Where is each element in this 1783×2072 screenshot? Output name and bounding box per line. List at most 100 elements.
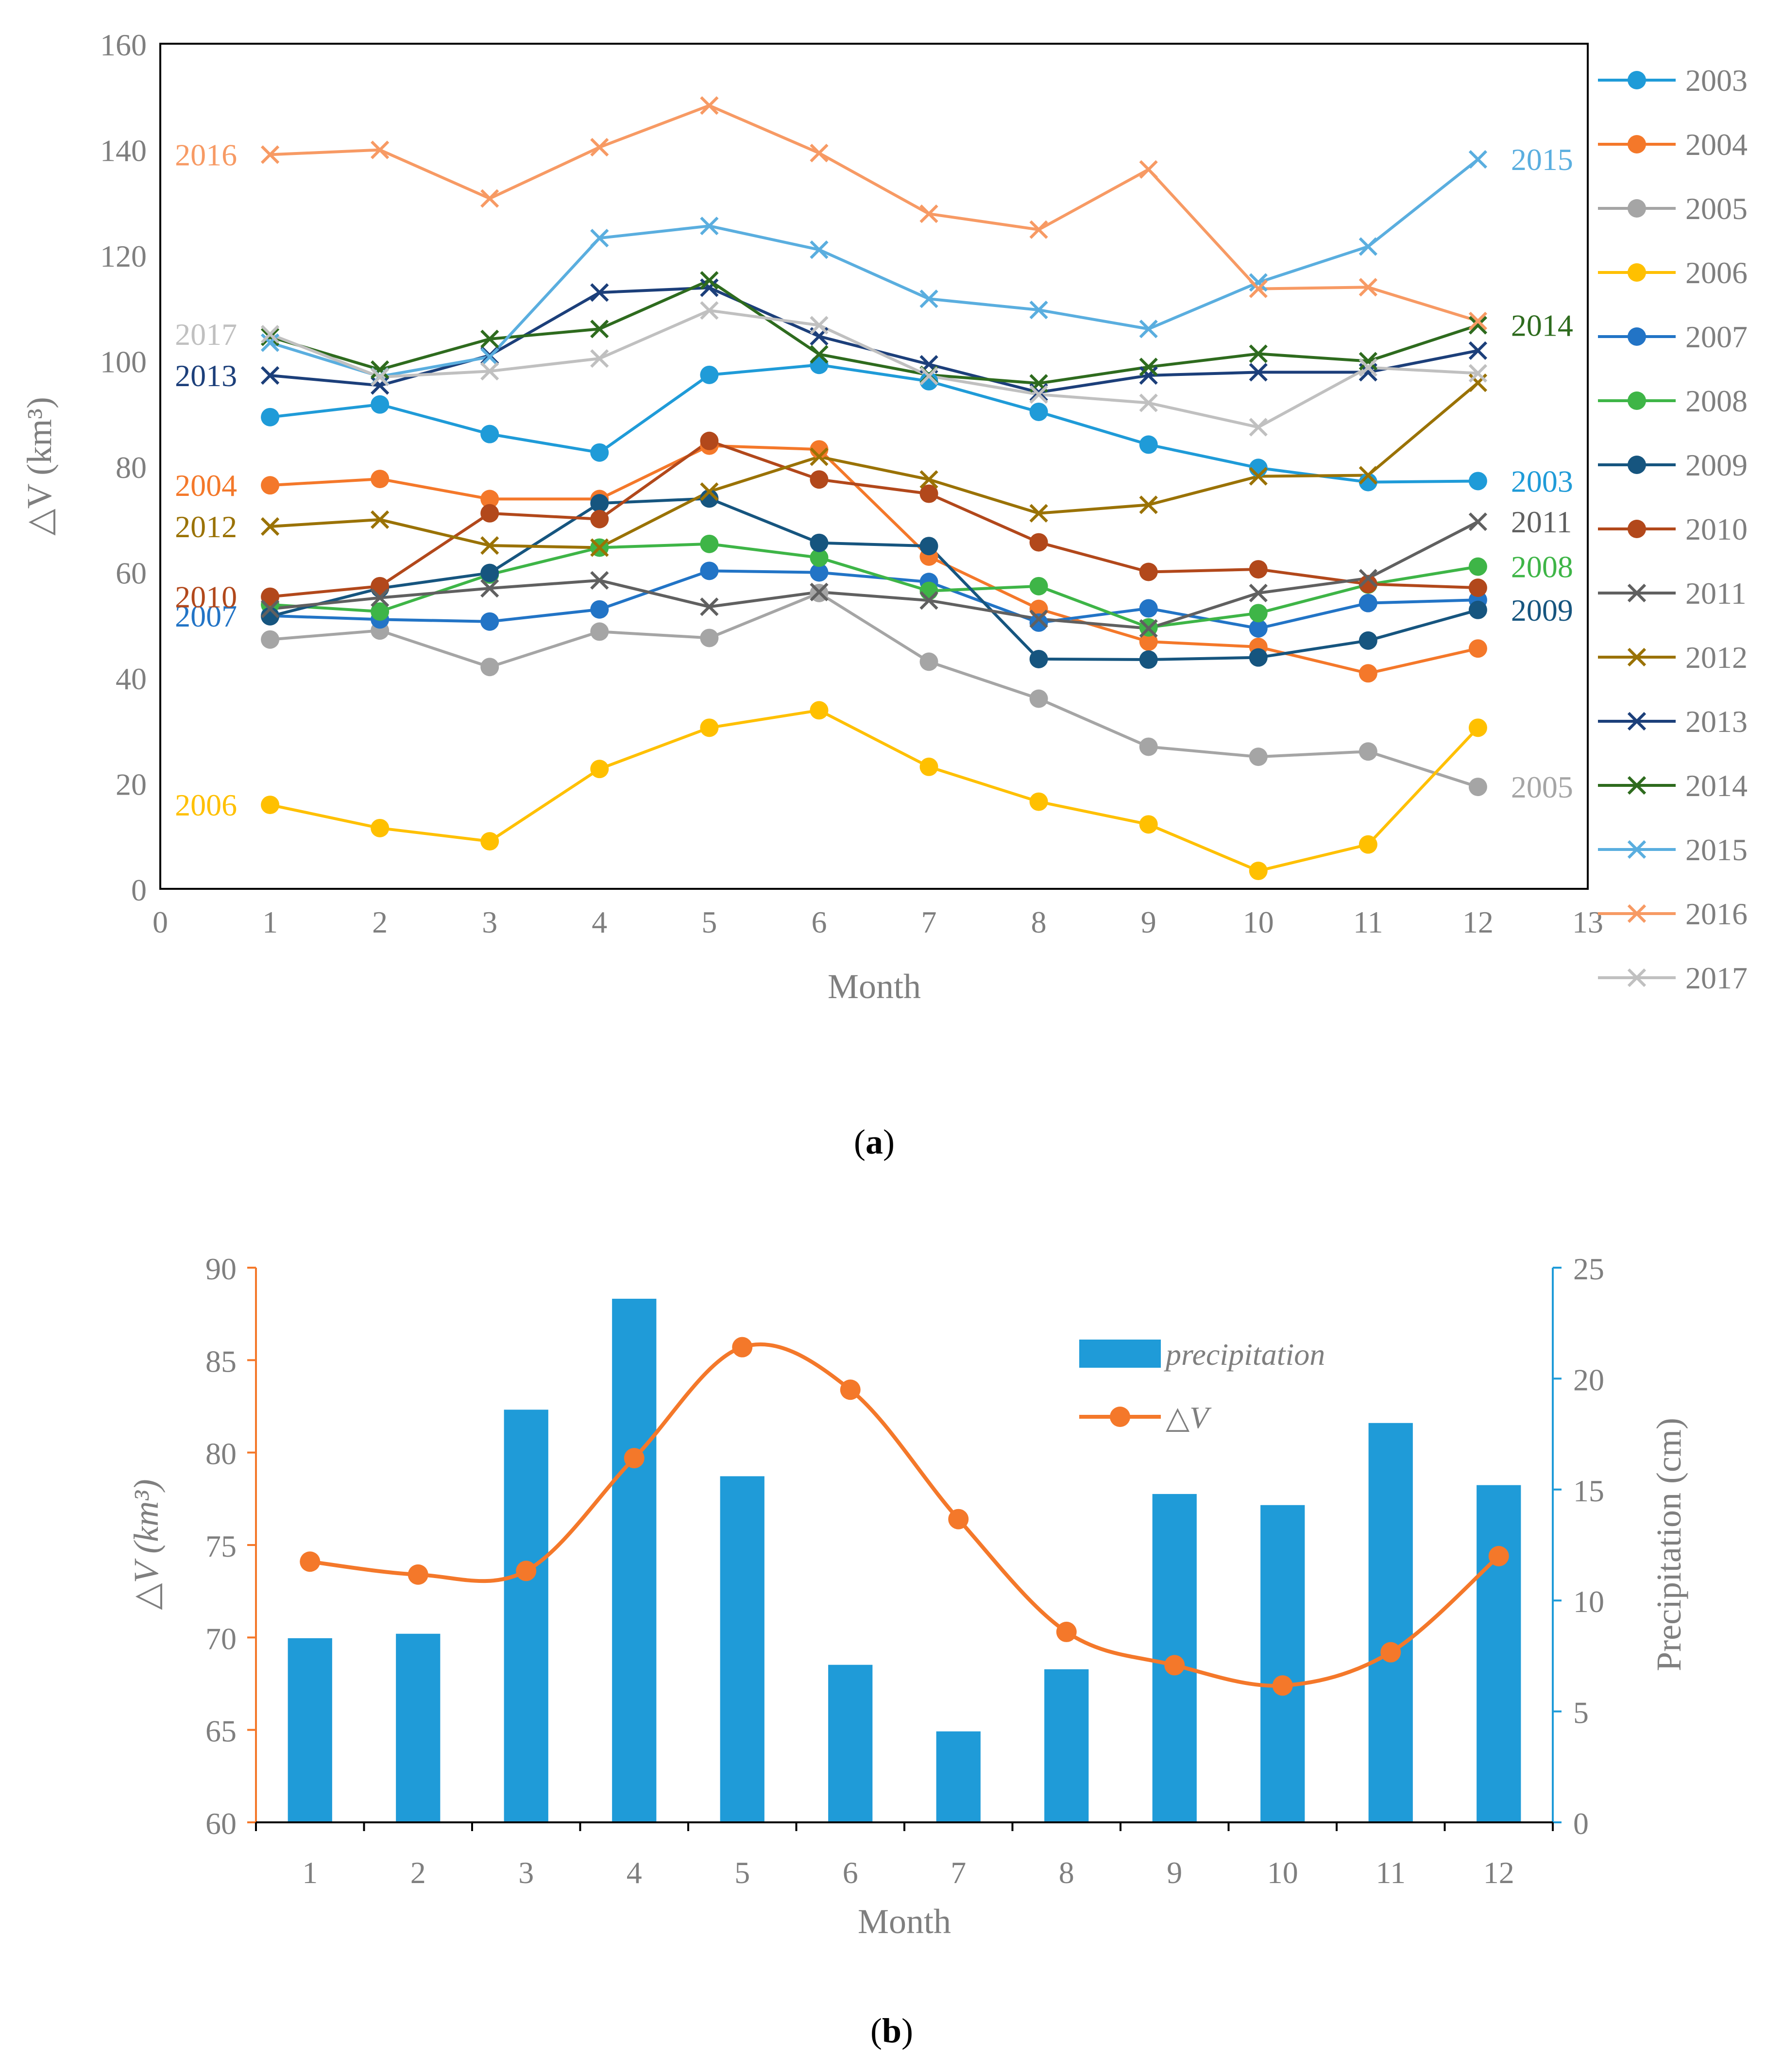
data-point-2017 [919,366,938,386]
series-label-2003: 2003 [1511,464,1573,498]
series-line-2017 [269,309,1478,429]
panel-a-y-tick-label: 140 [100,134,147,168]
data-point-2016 [1468,311,1488,331]
data-point-2010 [1249,560,1268,579]
data-point-2007 [480,612,499,631]
data-point-2003 [1139,435,1158,454]
data-point-2012 [260,517,280,536]
data-point-2010 [371,577,390,595]
data-point-2010 [810,470,829,489]
delta-v-point [1380,1642,1401,1663]
legend-marker-2015 [1627,840,1647,859]
data-point-2013 [1249,363,1268,382]
precipitation-bar [936,1731,981,1822]
delta-v-point [732,1337,753,1358]
legend-marker-2009 [1628,456,1646,474]
data-point-2015 [919,289,938,308]
data-point-2016 [919,204,938,223]
legend-label-2012: 2012 [1685,640,1748,675]
data-point-2012 [1029,504,1048,523]
legend-label-2014: 2014 [1685,768,1748,803]
data-point-2009 [590,494,609,513]
legend-label-2006: 2006 [1685,255,1748,290]
data-point-2005 [590,622,609,641]
series-line-2012 [270,381,1479,549]
data-point-2015 [1139,320,1158,339]
series-line-2015 [270,158,1479,378]
data-point-2005 [480,658,499,677]
data-point-2016 [1358,278,1377,297]
data-point-2006 [1249,862,1268,881]
data-point-2014 [260,327,280,346]
data-point-2015 [1029,300,1048,320]
legend-marker-2003 [1628,71,1646,89]
legend-marker-2005 [1628,199,1646,218]
data-point-2004 [1468,639,1487,658]
data-point-2009 [919,537,938,556]
data-point-2012 [1249,467,1268,486]
data-point-2013 [700,278,719,297]
panel-b-right-tick-label: 15 [1573,1474,1604,1508]
data-point-2015 [700,217,719,236]
data-point-2012 [700,482,719,501]
data-point-2016 [700,96,719,115]
data-point-2007 [590,600,609,619]
panel-a-y-tick-label: 120 [100,239,147,273]
data-point-2015 [810,240,829,259]
data-point-2005 [261,630,280,649]
series-line-2010 [270,439,1478,598]
series-line-2009 [270,497,1478,662]
data-point-2003 [810,356,829,374]
data-point-2008 [1249,604,1268,623]
series-label-2014: 2014 [1511,308,1573,343]
panel-b-x-tick-label: 3 [518,1855,534,1890]
series-label-2011: 2011 [1511,505,1572,539]
panel-b-left-axis-label: △V (km³) [127,1479,166,1610]
data-point-2015 [480,347,499,367]
data-point-2008 [371,602,390,621]
panel-b-x-tick-label: 6 [843,1855,858,1890]
data-point-2010 [1358,575,1377,594]
legend-label-2016: 2016 [1685,897,1748,931]
data-point-2007 [1358,594,1377,612]
data-point-2007 [700,561,719,580]
data-point-2011 [371,588,390,607]
data-point-2006 [371,818,390,837]
data-point-2010 [261,587,280,606]
data-point-2015 [1358,237,1377,256]
data-point-2003 [480,425,499,443]
legend-marker-2010 [1628,520,1646,538]
panel-a-plot-frame [159,43,1589,890]
series-label-2008: 2008 [1511,550,1573,584]
data-point-2017 [1139,393,1158,412]
data-point-2012 [1358,466,1377,485]
data-point-2008 [919,581,938,600]
data-point-2010 [700,431,719,450]
data-point-2012 [919,470,938,489]
data-point-2014 [371,360,390,379]
data-point-2003 [700,365,719,384]
series-line-2011 [270,520,1479,630]
data-point-2012 [1139,495,1158,514]
data-point-2006 [1358,835,1377,854]
data-point-2012 [480,536,499,555]
panel-a-x-tick-label: 6 [811,905,827,939]
panel-a-y-tick-label: 60 [116,556,147,591]
data-point-2010 [1468,578,1487,597]
series-label-2010: 2010 [175,580,237,614]
panel-b-x-tick-label: 12 [1483,1855,1514,1890]
precipitation-bar [1260,1505,1305,1822]
panel-a-x-tick-label: 7 [921,905,937,939]
data-point-2017 [1249,418,1268,437]
data-point-2014 [590,320,609,339]
data-point-2017 [260,325,280,344]
panel-a-y-tick-label: 0 [131,873,147,907]
data-point-2012 [590,538,609,557]
data-point-2015 [590,229,609,248]
legend-marker-2017 [1627,968,1647,987]
panel-b-caption-letter: b [882,2011,901,2050]
data-point-2016 [371,140,390,159]
